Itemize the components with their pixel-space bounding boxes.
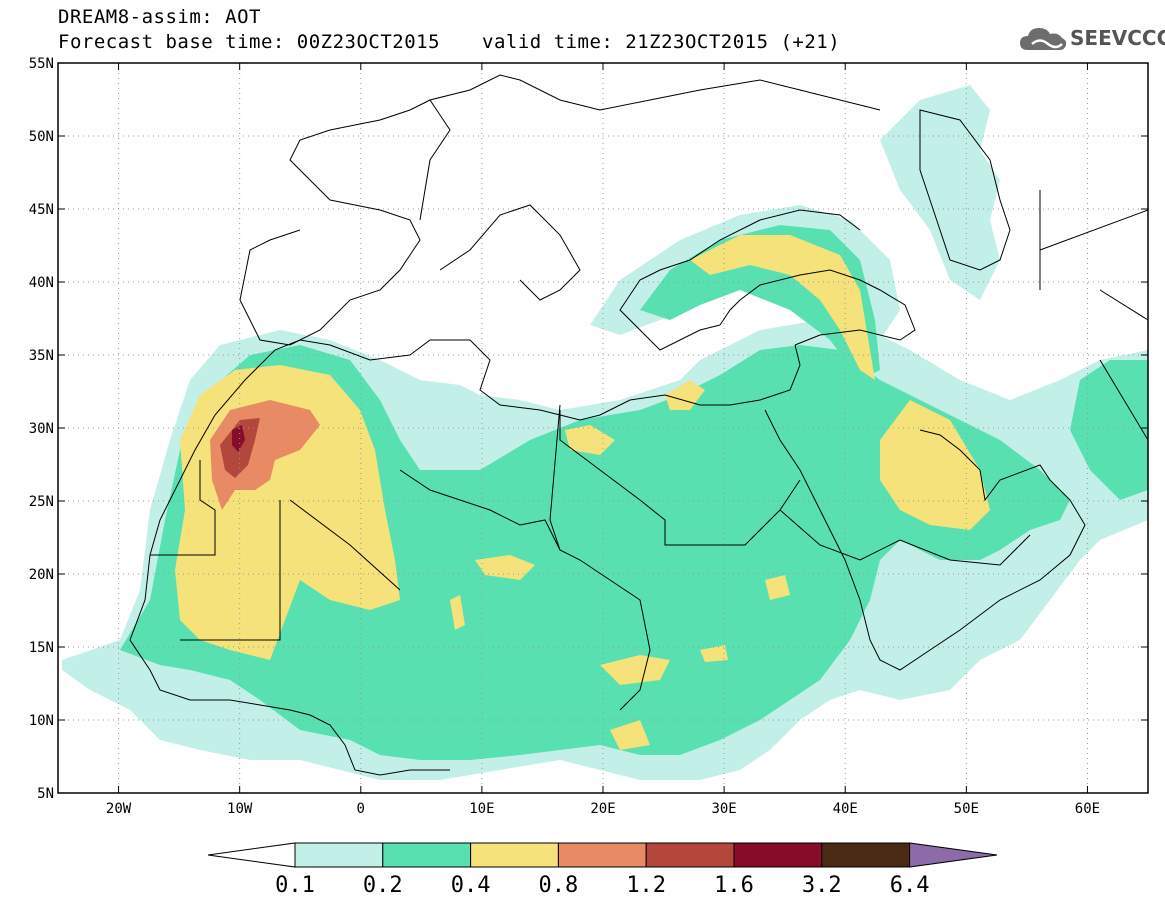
lon-tick-label: 50E bbox=[954, 801, 979, 817]
colorbar-label: 0.2 bbox=[363, 873, 403, 898]
lon-tick-label: 10E bbox=[469, 801, 494, 817]
colorbar-low-triangle bbox=[207, 842, 296, 868]
colorbar-swatch bbox=[470, 842, 559, 868]
seevccc-logo: SEEVCCC bbox=[1018, 22, 1165, 58]
colorbar-label: 3.2 bbox=[802, 873, 842, 898]
lat-tick-label: 55N bbox=[29, 56, 54, 72]
aot-band-1.6 bbox=[232, 425, 245, 452]
lat-tick-label: 35N bbox=[29, 348, 54, 364]
colorbar-label: 6.4 bbox=[890, 873, 930, 898]
lat-tick-label: 20N bbox=[29, 567, 54, 583]
lon-tick-label: 0 bbox=[357, 801, 365, 817]
lat-tick-label: 25N bbox=[29, 494, 54, 510]
colorbar-label: 0.1 bbox=[275, 873, 315, 898]
map-title: DREAM8-assim: AOT bbox=[58, 6, 261, 28]
coastlines bbox=[129, 74, 1149, 776]
colorbar-swatch bbox=[382, 842, 472, 868]
lon-tick-label: 10W bbox=[227, 801, 253, 817]
lat-tick-label: 10N bbox=[29, 713, 54, 729]
colorbar-swatch bbox=[294, 842, 384, 868]
logo-text: SEEVCCC bbox=[1070, 26, 1165, 50]
colorbar-label: 0.4 bbox=[451, 873, 491, 898]
colorbar-swatch bbox=[645, 842, 735, 868]
colorbar-label: 0.8 bbox=[539, 873, 579, 898]
gridlines bbox=[58, 63, 1148, 793]
colorbar-high-triangle bbox=[909, 842, 998, 868]
lat-tick-label: 40N bbox=[29, 275, 54, 291]
colorbar-swatch bbox=[821, 842, 911, 868]
lon-tick-label: 30E bbox=[711, 801, 736, 817]
lon-tick-label: 60E bbox=[1075, 801, 1100, 817]
colorbar-label: 1.2 bbox=[626, 873, 666, 898]
lat-tick-label: 30N bbox=[29, 421, 54, 437]
lon-tick-label: 20E bbox=[590, 801, 615, 817]
lat-tick-label: 5N bbox=[37, 786, 54, 802]
longitude-ticks: 20W 10W 0 10E 20E 30E 40E 50E 60E bbox=[106, 63, 1100, 817]
aot-colorbar: 0.1 0.2 0.4 0.8 1.2 1.6 3.2 6.4 bbox=[207, 842, 998, 898]
lat-tick-label: 15N bbox=[29, 640, 54, 656]
lon-tick-label: 20W bbox=[106, 801, 132, 817]
colorbar-label: 1.6 bbox=[714, 873, 754, 898]
aot-field bbox=[62, 85, 1148, 780]
lon-tick-label: 40E bbox=[833, 801, 858, 817]
latitude-ticks: 55N 50N 45N 40N 35N 30N 25N 20N 15N 10N 5N bbox=[29, 56, 1148, 802]
base-time-label: Forecast base time: 00Z23OCT2015 bbox=[58, 31, 441, 53]
valid-time-label: valid time: 21Z23OCT2015 (+21) bbox=[482, 31, 841, 53]
lat-tick-label: 45N bbox=[29, 202, 54, 218]
colorbar-swatch bbox=[557, 842, 647, 868]
colorbar-swatch bbox=[733, 842, 823, 868]
cloud-icon bbox=[1020, 28, 1067, 50]
lat-tick-label: 50N bbox=[29, 129, 54, 145]
